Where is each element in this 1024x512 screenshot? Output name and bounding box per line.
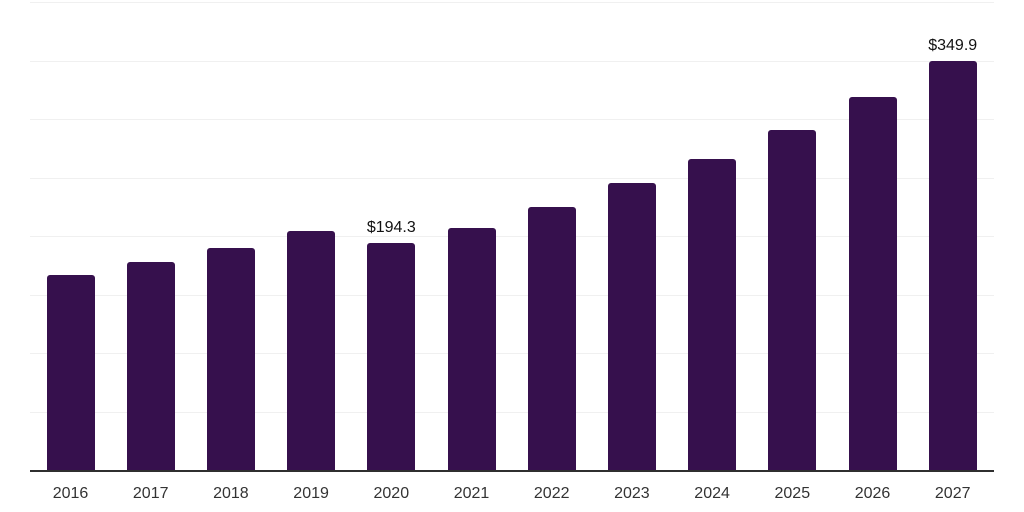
gridline-250 — [30, 177, 994, 179]
bar-2019 — [287, 231, 336, 470]
x-tick-2017: 2017 — [132, 485, 169, 502]
gridline-200 — [30, 236, 994, 237]
bar-2021 — [447, 227, 496, 470]
x-tick-2023: 2023 — [614, 485, 650, 502]
x-tick-2024: 2024 — [694, 485, 730, 502]
x-axis-labels: 2016 2017 2018 2019 2020 2021 2022 2023 2024 2025… — [30, 484, 994, 508]
x-tick-2027: 2027 — [934, 485, 971, 502]
bar-2027 — [928, 60, 977, 470]
x-tick-2016: 2016 — [52, 485, 89, 502]
bar-2026 — [848, 96, 897, 470]
x-tick-2020: 2020 — [373, 485, 410, 502]
x-tick-2025: 2025 — [774, 485, 811, 502]
gridline-150 — [30, 294, 994, 296]
gridline-300 — [30, 119, 994, 120]
x-tick-2019: 2019 — [293, 485, 329, 502]
data-label-2020: $194.3 — [366, 218, 416, 236]
bar-2025 — [768, 129, 817, 470]
x-tick-2022: 2022 — [533, 485, 570, 502]
x-tick-2018: 2018 — [213, 485, 249, 502]
plot-area: $194.3 $349.9 — [30, 2, 994, 472]
gridline-100 — [30, 353, 994, 354]
bar-2023 — [607, 183, 656, 470]
gridline-400 — [30, 2, 994, 3]
bar-2016 — [46, 274, 95, 470]
bar-2020 — [367, 242, 416, 470]
bar-2018 — [206, 247, 255, 470]
gridline-50 — [30, 411, 994, 413]
x-tick-2021: 2021 — [453, 485, 490, 502]
bar-2024 — [688, 158, 737, 470]
x-tick-2026: 2026 — [854, 485, 891, 502]
gridline-350 — [30, 60, 994, 62]
data-label-2027: $349.9 — [928, 36, 978, 54]
bar-2017 — [126, 261, 175, 470]
bar-2022 — [527, 206, 576, 470]
